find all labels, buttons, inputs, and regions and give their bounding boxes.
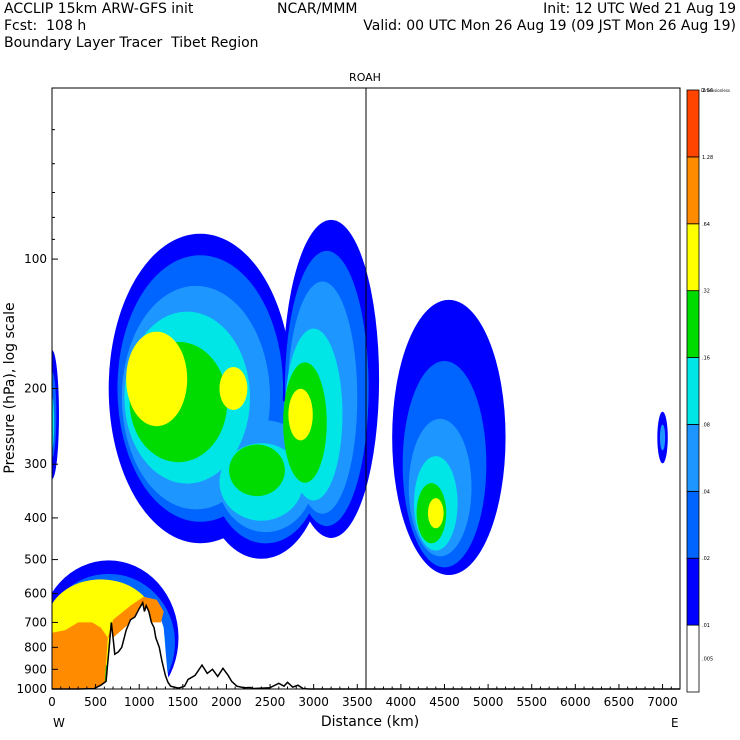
colorbar-label-1: .01 xyxy=(702,623,710,629)
tracer-blob-17 xyxy=(288,388,313,441)
y-tick-label-9: 1000 xyxy=(16,682,47,696)
colorbar-label-2: .02 xyxy=(702,556,710,562)
tracer-field xyxy=(52,219,668,689)
x-tick-label-2: 1000 xyxy=(124,695,155,709)
y-tick-label-1: 200 xyxy=(24,382,47,396)
y-tick-label-5: 600 xyxy=(24,587,47,601)
chart-title: ROAH xyxy=(349,71,381,84)
y-tick-label-0: 100 xyxy=(24,252,47,266)
y-tick-label-4: 500 xyxy=(24,553,47,567)
colorbar-label-3: .04 xyxy=(702,489,710,495)
colorbar-label-9: 2.56 xyxy=(702,88,713,94)
tracer-blob-28 xyxy=(659,424,666,451)
colorbar-label-4: .08 xyxy=(702,422,710,428)
y-tick-label-6: 700 xyxy=(24,615,47,629)
tracer-blob-16 xyxy=(219,367,248,410)
x-tick-label-1: 500 xyxy=(84,695,107,709)
x-tick-label-10: 5000 xyxy=(473,695,504,709)
x-axis-west-label: W xyxy=(53,716,65,730)
colorbar-swatch-0 xyxy=(686,624,700,693)
colorbar-label-6: .32 xyxy=(702,289,710,295)
terrain-line xyxy=(52,600,680,690)
header-line2-right: Valid: 00 UTC Mon 26 Aug 19 (09 JST Mon … xyxy=(363,18,736,34)
header-line3-left: Boundary Layer Tracer Tibet Region xyxy=(4,35,259,51)
colorbar-swatch-1 xyxy=(686,557,700,626)
x-axis-east-label: E xyxy=(671,716,679,730)
colorbar-label-8: 1.28 xyxy=(702,155,713,161)
colorbar: .005 .01 .02 .04 .08 .16 .32 .64 1.28 2.56Dimensi… xyxy=(686,88,730,693)
tracer-blob-15 xyxy=(126,331,188,427)
x-tick-label-0: 0 xyxy=(48,695,56,709)
x-tick-label-12: 6000 xyxy=(560,695,591,709)
tracer-blob-14 xyxy=(229,444,285,497)
terrain xyxy=(52,600,680,690)
x-tick-label-13: 6500 xyxy=(604,695,635,709)
colorbar-swatch-8 xyxy=(686,89,700,158)
x-tick-label-7: 3500 xyxy=(342,695,373,709)
tracer-core-orange xyxy=(52,622,108,689)
tracer-blob-23 xyxy=(427,498,444,529)
y-axis: 100 200 300 400 500 600 700 800 900 1000 xyxy=(16,87,58,696)
tracer-blob-26 xyxy=(52,396,55,449)
colorbar-swatch-4 xyxy=(686,357,700,425)
colorbar-label-0: .005 xyxy=(702,657,713,663)
x-tick-label-4: 2000 xyxy=(211,695,242,709)
x-tick-label-3: 1500 xyxy=(168,695,199,709)
y-axis-label: Pressure (hPa), log scale xyxy=(2,302,18,473)
colorbar-swatch-7 xyxy=(686,156,700,225)
y-tick-label-8: 900 xyxy=(24,662,47,676)
x-axis: 0 500 1000 1500 2000 2500 3000 3500 4000 4500 5000… xyxy=(48,684,681,709)
colorbar-swatch-2 xyxy=(686,490,700,559)
terrain-fill xyxy=(52,602,680,689)
x-tick-label-6: 3000 xyxy=(298,695,329,709)
y-tick-label-3: 400 xyxy=(24,511,47,525)
x-tick-label-8: 4000 xyxy=(386,695,417,709)
header-line1-right: Init: 12 UTC Wed 21 Aug 19 xyxy=(543,1,736,17)
x-axis-label: Distance (km) xyxy=(321,714,419,730)
colorbar-swatch-6 xyxy=(686,223,700,292)
header-line2-left: Fcst: 108 h xyxy=(4,18,87,34)
x-tick-label-5: 2500 xyxy=(255,695,286,709)
x-tick-label-9: 4500 xyxy=(429,695,460,709)
header-line1-center: NCAR/MMM xyxy=(277,1,358,17)
colorbar-header: Dimensionless xyxy=(701,88,730,93)
y-tick-label-7: 800 xyxy=(24,640,47,654)
y-tick-label-2: 300 xyxy=(24,457,47,471)
colorbar-swatch-5 xyxy=(686,290,700,358)
x-tick-label-11: 5500 xyxy=(516,695,547,709)
colorbar-label-7: .64 xyxy=(702,222,710,228)
header-line1-left: ACCLIP 15km ARW-GFS init xyxy=(4,1,194,17)
colorbar-swatch-3 xyxy=(686,424,700,492)
x-tick-label-14: 7000 xyxy=(647,695,678,709)
colorbar-label-5: .16 xyxy=(702,356,710,362)
